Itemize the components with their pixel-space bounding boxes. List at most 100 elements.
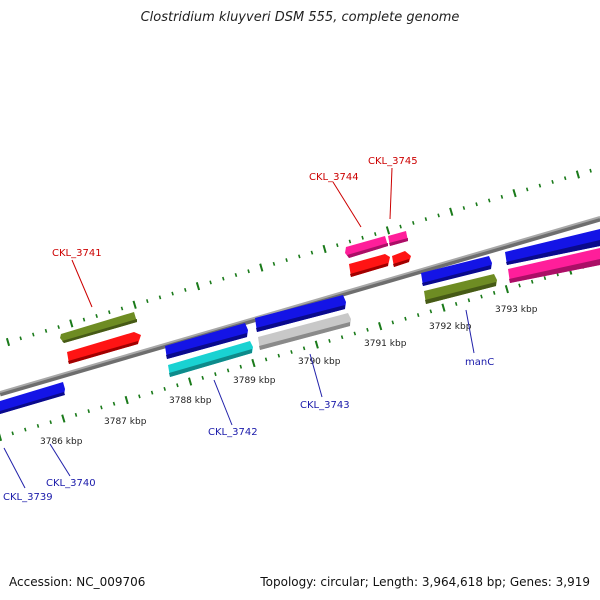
gene-labels: CKL_3741 CKL_3744 CKL_3745 CKL_3739 CKL_… [3, 156, 494, 503]
minor-tick [150, 390, 154, 395]
minor-tick [11, 431, 14, 436]
minor-tick [44, 328, 48, 333]
minor-tick [530, 279, 534, 284]
kbp-labels: 3786 kbp 3787 kbp 3788 kbp 3789 kbp 3790… [40, 305, 538, 447]
minor-tick [87, 409, 90, 414]
minor-tick [214, 372, 217, 377]
major-tick [259, 263, 264, 272]
minor-tick [120, 306, 124, 311]
minor-tick [277, 353, 281, 358]
major-tick [322, 244, 327, 254]
kbp-label: 3788 kbp [169, 396, 212, 406]
major-tick [314, 340, 319, 349]
minor-tick [209, 280, 212, 285]
major-tick [132, 300, 137, 309]
page-title: Clostridium kluyveri DSM 555, complete g… [140, 10, 460, 25]
minor-tick [374, 232, 377, 237]
minor-tick [272, 261, 276, 266]
major-tick [0, 433, 3, 442]
minor-tick [184, 287, 187, 292]
minor-tick [247, 269, 250, 274]
minor-tick [74, 412, 78, 417]
minor-tick [525, 187, 529, 192]
leader-lines [3, 167, 475, 489]
major-tick [512, 189, 517, 198]
major-tick [61, 414, 66, 423]
major-tick [188, 377, 193, 386]
gene-feature-ckl-3742[interactable] [165, 323, 253, 377]
minor-tick [454, 301, 458, 306]
major-tick [378, 322, 383, 331]
major-tick [575, 170, 580, 179]
major-tick [441, 303, 446, 312]
minor-tick [234, 273, 238, 277]
major-tick [124, 395, 129, 405]
major-tick [504, 285, 509, 294]
minor-tick [82, 317, 86, 322]
kbp-label: 3793 kbp [495, 305, 538, 315]
minor-tick [480, 294, 483, 299]
minor-tick [518, 283, 521, 288]
kbp-label: 3791 kbp [364, 339, 407, 349]
outer-tick-ring [5, 168, 592, 347]
minor-tick [437, 213, 440, 218]
minor-tick [19, 336, 22, 341]
minor-tick [424, 217, 428, 222]
gene-label-ckl-3739[interactable]: CKL_3739 [3, 492, 53, 503]
minor-tick [563, 176, 567, 181]
gene-label-ckl-3743[interactable]: CKL_3743 [300, 400, 350, 411]
minor-tick [487, 198, 491, 203]
minor-tick [366, 327, 369, 332]
minor-tick [112, 401, 116, 406]
minor-tick [163, 386, 166, 391]
minor-tick [138, 394, 141, 399]
gene-label-ckl-3744[interactable]: CKL_3744 [309, 172, 359, 183]
genome-summary-text: Topology: circular; Length: 3,964,618 bp… [260, 575, 590, 589]
minor-tick [475, 202, 478, 207]
minor-tick [492, 290, 496, 295]
gene-feature-ckl-3741[interactable] [60, 312, 141, 364]
major-tick [251, 358, 256, 368]
minor-tick [36, 423, 40, 428]
gene-label-ckl-3742[interactable]: CKL_3742 [208, 427, 258, 438]
gene-feature-ckl-3744[interactable] [345, 236, 390, 277]
minor-tick [328, 338, 331, 343]
gene-label-ckl-3741[interactable]: CKL_3741 [52, 248, 102, 259]
minor-tick [146, 299, 149, 304]
minor-tick [24, 427, 27, 432]
minor-tick [391, 320, 395, 325]
gene-feature-ckl-3743[interactable] [255, 295, 351, 350]
minor-tick [239, 364, 243, 369]
kbp-label: 3787 kbp [104, 417, 147, 427]
gene-label-ckl-3745[interactable]: CKL_3745 [368, 156, 418, 167]
kbp-label: 3789 kbp [233, 376, 276, 386]
minor-tick [551, 179, 554, 184]
minor-tick [348, 239, 352, 244]
minor-tick [538, 183, 542, 188]
minor-tick [399, 224, 402, 229]
minor-tick [264, 357, 268, 362]
gene-features [0, 229, 600, 414]
minor-tick [404, 316, 407, 321]
gene-feature-manc[interactable] [421, 256, 497, 304]
minor-tick [32, 332, 35, 337]
minor-tick [353, 331, 357, 336]
minor-tick [285, 258, 288, 263]
kbp-label: 3786 kbp [40, 437, 83, 447]
minor-tick [49, 420, 52, 425]
gene-feature-ckl-3745[interactable] [388, 231, 411, 267]
minor-tick [500, 194, 504, 199]
minor-tick [302, 346, 306, 351]
accession-text: Accession: NC_009706 [9, 575, 146, 589]
major-tick [69, 319, 74, 328]
minor-tick [467, 298, 471, 303]
minor-tick [462, 206, 466, 210]
gene-label-manc[interactable]: manC [465, 357, 494, 368]
gene-label-ckl-3740[interactable]: CKL_3740 [46, 478, 96, 489]
minor-tick [171, 291, 174, 296]
minor-tick [290, 350, 293, 354]
minor-tick [543, 276, 547, 281]
gene-feature-right-edge[interactable] [505, 229, 600, 283]
gene-feature-ckl-3739[interactable] [0, 382, 65, 414]
